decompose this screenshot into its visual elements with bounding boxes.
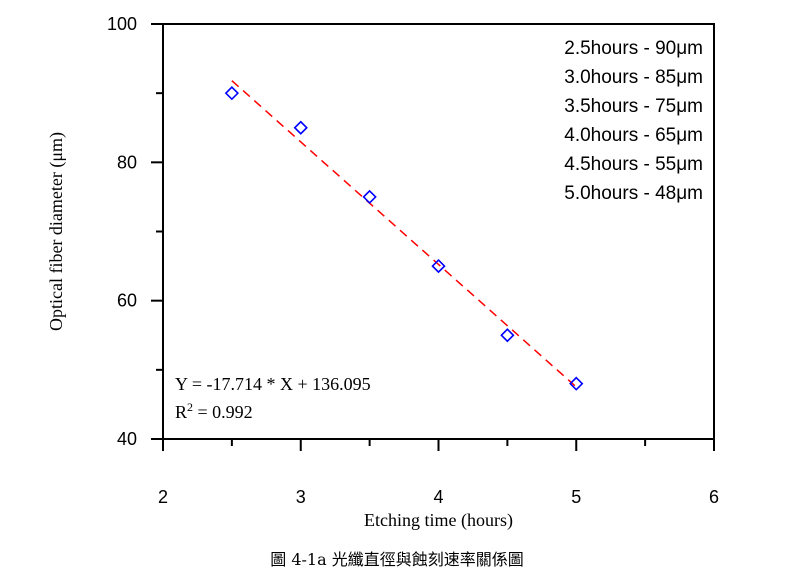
data-point [569, 376, 584, 391]
x-tick-label: 6 [709, 487, 719, 507]
x-tick-label: 3 [296, 487, 306, 507]
data-point [362, 189, 377, 205]
legend-line: 5.0hours - 48μm [564, 183, 703, 204]
x-tick-label: 5 [571, 487, 581, 507]
fit-layer [231, 80, 577, 388]
data-point [224, 86, 240, 101]
data-point [293, 120, 308, 135]
x-tick-label: 4 [433, 487, 443, 507]
text-layer: 2 3 4 5 6 40 60 80 100 Etching time (hours) Optica… [46, 14, 719, 531]
legend-line: 4.5hours - 55μm [564, 154, 703, 175]
y-tick-label: 40 [117, 429, 137, 449]
legend-line: 2.5hours - 90μm [564, 38, 703, 59]
legend-line: 3.5hours - 75μm [564, 96, 703, 117]
x-tick-label: 2 [158, 487, 168, 507]
r-squared: R2 = 0.992 [175, 400, 253, 422]
legend-line: 4.0hours - 65μm [564, 125, 703, 146]
y-axis-title: Optical fiber diameter (μm) [46, 132, 67, 331]
y-tick-label: 60 [117, 291, 137, 311]
y-tick-label: 100 [107, 14, 137, 34]
data-point [500, 328, 515, 343]
legend-line: 3.0hours - 85μm [564, 67, 703, 88]
points-layer [224, 86, 584, 391]
axes [151, 23, 715, 451]
x-axis-title: Etching time (hours) [364, 510, 513, 531]
data-point [431, 258, 446, 274]
fit-line [231, 80, 577, 388]
figure-caption: 圖 4-1a 光纖直徑與蝕刻速率關係圖 [270, 550, 524, 569]
y-tick-label: 80 [117, 152, 137, 172]
fit-equation: Y = -17.714 * X + 136.095 [175, 374, 371, 394]
